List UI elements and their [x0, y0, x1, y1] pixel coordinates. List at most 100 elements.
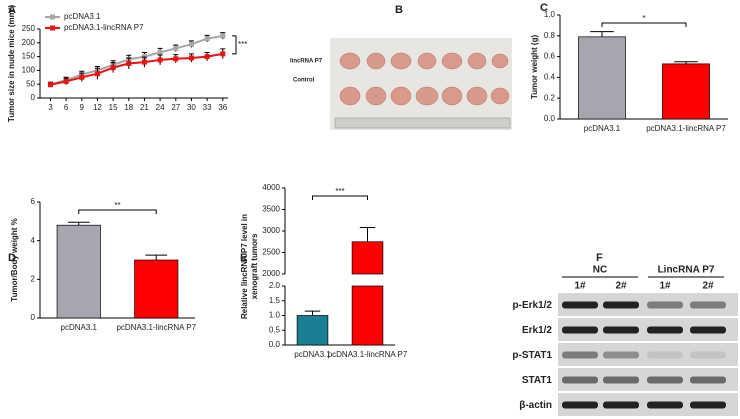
y-axis-label: Tumor/Body weight %: [10, 218, 19, 301]
marker: [204, 36, 210, 42]
y-axis-label: Relative lincRNA P7 level in: [240, 214, 249, 319]
legend-marker: [50, 14, 55, 20]
marker: [141, 54, 147, 60]
legend-label: pcDNA3.1-lincRNA P7: [64, 23, 144, 32]
y-tick-label: 1.0: [544, 10, 556, 19]
panel-letter: E: [240, 252, 247, 264]
band: [690, 376, 726, 384]
band: [562, 351, 598, 359]
bar: [351, 241, 384, 275]
marker: [188, 41, 194, 47]
y-axis-label: xenograft tumors: [250, 233, 259, 299]
band: [647, 351, 683, 359]
y-axis-label: Tumor weight (g): [530, 35, 539, 100]
y-tick-label: 100: [22, 66, 36, 75]
y-axis-label: Tumor size in nude mice (mm³): [7, 5, 16, 123]
marker: [47, 82, 53, 88]
band: [647, 326, 683, 334]
y-tick-label: 2000: [262, 269, 280, 278]
row-label: Control: [293, 78, 315, 84]
band: [603, 376, 639, 384]
significance-bracket: [78, 209, 157, 214]
blot-strip: [558, 343, 738, 366]
bar: [662, 63, 710, 120]
band: [603, 326, 639, 334]
error-bar: [674, 61, 698, 64]
band: [690, 301, 726, 309]
marker: [220, 33, 226, 39]
y-tick-label: 1.5: [269, 296, 281, 305]
error-bar: [67, 221, 90, 226]
marker: [126, 61, 132, 66]
y-tick-label: 0.5: [269, 325, 281, 334]
y-tick-label: 0.0: [544, 114, 556, 123]
x-tick-label: 30: [187, 103, 196, 112]
panel-letter: D: [8, 252, 16, 264]
photo: [330, 38, 512, 130]
band: [647, 376, 683, 384]
western-blot: NC LincRNA P7 1# 2# 1# 2# p-Erk1/2 Erk1/2 p-STAT…: [512, 265, 738, 416]
band: [690, 351, 726, 359]
x-tick-label: pcDNA3.1: [61, 323, 98, 332]
y-tick-label: 4000: [262, 183, 280, 192]
x-tick-label: 6: [64, 103, 69, 112]
band: [647, 401, 683, 409]
y-tick-label: 200: [22, 38, 36, 47]
ruler: [334, 117, 511, 129]
x-tick-label: 21: [140, 103, 149, 112]
error-bar: [304, 310, 321, 316]
y-tick-label: 2500: [262, 248, 280, 257]
marker: [141, 59, 147, 65]
bar: [56, 224, 101, 319]
y-tick-label: 50: [26, 79, 35, 88]
band: [603, 351, 639, 359]
x-tick-label: 24: [156, 103, 165, 112]
band: [562, 326, 598, 334]
panel-letter: A: [8, 4, 16, 16]
error-bar: [359, 227, 376, 242]
significance-bracket: [232, 35, 237, 55]
marker: [204, 54, 210, 60]
significance-bracket: [601, 22, 687, 27]
band: [603, 301, 639, 309]
x-tick-label: pcDNA3.1: [294, 350, 331, 359]
x-tick-label: 15: [109, 103, 118, 112]
y-tick-label: 0.6: [544, 52, 556, 61]
x-tick-label: 9: [80, 103, 85, 112]
group-label: NC: [593, 265, 607, 276]
y-tick-label: 2: [31, 274, 36, 283]
band: [562, 401, 598, 409]
row-label: p-Erk1/2: [513, 300, 553, 311]
y-tick-label: 0.4: [544, 73, 556, 82]
y-tick-label: 250: [22, 24, 36, 33]
lane-label: 1#: [659, 281, 671, 292]
row-label: p-STAT1: [512, 350, 552, 361]
marker: [79, 74, 85, 80]
marker: [173, 45, 179, 51]
band: [562, 376, 598, 384]
marker: [173, 56, 179, 62]
panel-letter: B: [395, 4, 403, 16]
marker: [63, 78, 69, 84]
band: [690, 401, 726, 409]
band: [562, 301, 598, 309]
y-tick-label: 0.8: [544, 31, 556, 40]
x-tick-label: 18: [124, 103, 133, 112]
annotation: ***: [335, 187, 344, 196]
marker: [94, 71, 100, 77]
row-label: β-actin: [519, 400, 552, 411]
marker: [157, 49, 163, 55]
line: [50, 34, 223, 86]
bar: [351, 285, 384, 346]
y-tick-label: 2.0: [269, 281, 281, 290]
band: [647, 301, 683, 309]
y-tick-label: 3500: [262, 205, 280, 214]
x-tick-label: pcDNA3.1-lincRNA P7: [328, 350, 408, 359]
lane-label: 2#: [702, 281, 714, 292]
y-tick-label: 3000: [262, 226, 280, 235]
x-tick-label: pcDNA3.1-lincRNA P7: [116, 323, 196, 332]
row-label: STAT1: [522, 375, 553, 386]
x-tick-label: 12: [93, 103, 102, 112]
error-bar: [590, 31, 614, 37]
